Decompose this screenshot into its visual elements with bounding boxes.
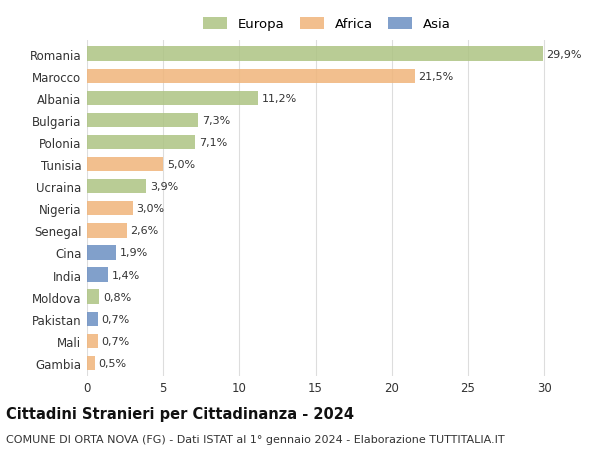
Bar: [87, 135, 195, 150]
Bar: [87, 69, 415, 84]
Bar: [87, 312, 98, 326]
Text: 1,9%: 1,9%: [120, 248, 148, 258]
Bar: [87, 290, 99, 304]
Text: 7,3%: 7,3%: [202, 116, 230, 126]
Text: COMUNE DI ORTA NOVA (FG) - Dati ISTAT al 1° gennaio 2024 - Elaborazione TUTTITAL: COMUNE DI ORTA NOVA (FG) - Dati ISTAT al…: [6, 434, 505, 444]
Text: 2,6%: 2,6%: [130, 226, 158, 236]
Bar: [87, 47, 542, 62]
Text: 1,4%: 1,4%: [112, 270, 140, 280]
Text: 7,1%: 7,1%: [199, 138, 227, 148]
Bar: [87, 268, 109, 282]
Text: 0,5%: 0,5%: [98, 358, 127, 368]
Text: 3,9%: 3,9%: [150, 182, 178, 192]
Text: 0,7%: 0,7%: [101, 336, 130, 346]
Text: Cittadini Stranieri per Cittadinanza - 2024: Cittadini Stranieri per Cittadinanza - 2…: [6, 406, 354, 421]
Text: 29,9%: 29,9%: [547, 50, 582, 60]
Bar: [87, 246, 116, 260]
Bar: [87, 334, 98, 348]
Legend: Europa, Africa, Asia: Europa, Africa, Asia: [203, 18, 451, 31]
Text: 5,0%: 5,0%: [167, 160, 195, 170]
Text: 0,7%: 0,7%: [101, 314, 130, 324]
Text: 0,8%: 0,8%: [103, 292, 131, 302]
Text: 3,0%: 3,0%: [137, 204, 164, 214]
Bar: [87, 202, 133, 216]
Bar: [87, 157, 163, 172]
Bar: [87, 91, 257, 106]
Bar: [87, 224, 127, 238]
Bar: [87, 179, 146, 194]
Text: 11,2%: 11,2%: [262, 94, 297, 104]
Text: 21,5%: 21,5%: [418, 72, 454, 82]
Bar: [87, 113, 198, 128]
Bar: [87, 356, 95, 370]
